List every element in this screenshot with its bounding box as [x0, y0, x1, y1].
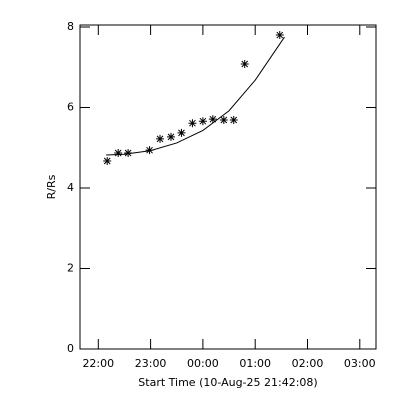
data-point: [208, 115, 217, 124]
data-point: [156, 134, 165, 143]
data-point: [275, 31, 284, 40]
data-point: [188, 119, 197, 128]
x-axis-label: Start Time (10-Aug-25 21:42:08): [138, 376, 317, 389]
data-point: [166, 132, 175, 141]
y-tick-label: 0: [67, 342, 74, 355]
data-point: [177, 128, 186, 137]
x-tick-label: 00:00: [187, 357, 219, 370]
x-tick-label: 02:00: [292, 357, 324, 370]
y-tick-label: 4: [67, 181, 74, 194]
data-point: [103, 157, 112, 166]
x-tick-label: 03:00: [344, 357, 376, 370]
plot-frame: [79, 24, 377, 350]
y-tick-label: 2: [67, 262, 74, 275]
data-point: [240, 60, 249, 69]
data-point: [124, 148, 133, 157]
y-axis-label: R/Rs: [45, 174, 58, 199]
fit-curve: [106, 36, 285, 156]
data-point: [114, 148, 123, 157]
data-point: [145, 146, 154, 155]
x-tick-label: 23:00: [135, 357, 167, 370]
x-tick-label: 01:00: [239, 357, 271, 370]
data-point: [198, 117, 207, 126]
data-point: [219, 115, 228, 124]
x-tick-label: 22:00: [82, 357, 114, 370]
y-tick-label: 6: [67, 101, 74, 114]
data-point: [229, 115, 238, 124]
y-tick-label: 8: [67, 20, 74, 33]
